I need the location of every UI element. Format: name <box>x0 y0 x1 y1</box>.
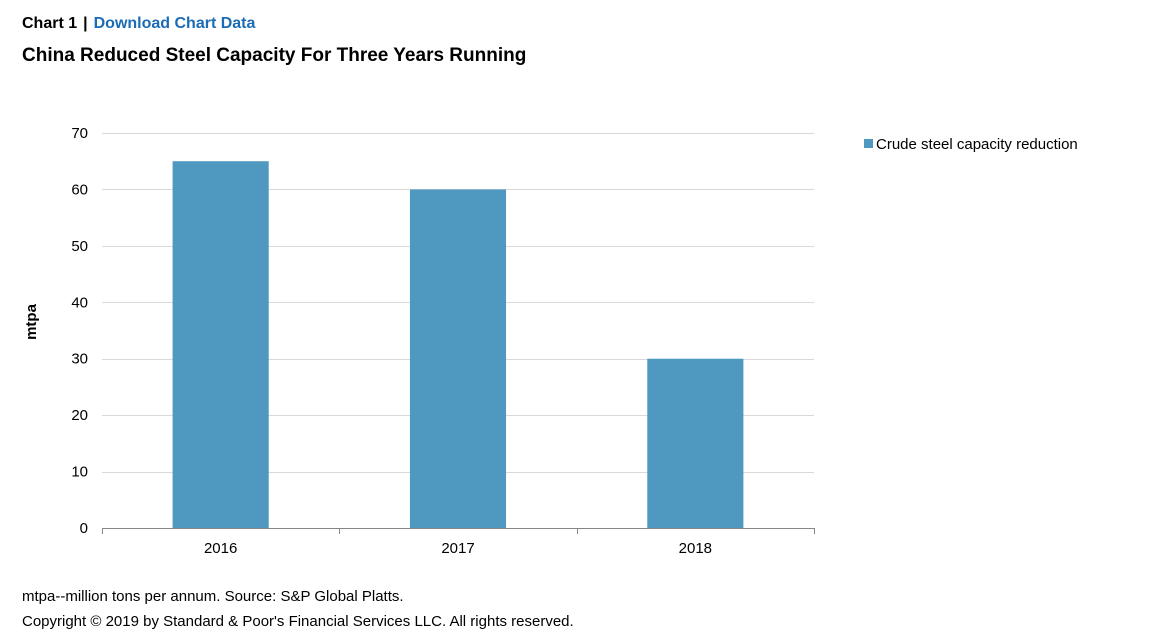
y-tick-label: 20 <box>71 407 88 424</box>
y-tick-label: 30 <box>71 351 88 368</box>
legend-label: Crude steel capacity reduction <box>876 136 1078 153</box>
bar-chart: 0 10 20 30 40 50 60 70 2016 2017 2018 mtpa Crude s… <box>23 125 1078 557</box>
x-tick-label: 2016 <box>204 540 237 557</box>
y-tick-label: 70 <box>71 125 88 142</box>
download-chart-data-link[interactable]: Download Chart Data <box>93 15 256 32</box>
footnote-source: mtpa--million tons per annum. Source: S&… <box>22 588 404 605</box>
y-tick-label: 10 <box>71 464 88 481</box>
header-separator: | <box>83 15 88 32</box>
chart-header: Chart 1 | Download Chart Data <box>22 15 255 33</box>
bar-2018 <box>647 358 744 528</box>
x-tick-label: 2018 <box>679 540 712 557</box>
y-tick-label: 0 <box>80 520 88 537</box>
bar-2017 <box>409 189 507 528</box>
y-axis-label: mtpa <box>23 303 40 339</box>
footnote-copyright: Copyright © 2019 by Standard & Poor's Fi… <box>22 613 574 630</box>
x-tick-label: 2017 <box>441 540 474 557</box>
y-tick-label: 40 <box>71 294 88 311</box>
bar-2016 <box>172 161 269 528</box>
y-tick-label: 50 <box>71 238 88 255</box>
legend-swatch <box>864 139 873 148</box>
legend: Crude steel capacity reduction <box>864 136 1078 153</box>
y-tick-label: 60 <box>71 181 88 198</box>
chart-title: China Reduced Steel Capacity For Three Y… <box>22 45 527 66</box>
chart-number-label: Chart 1 <box>22 15 78 32</box>
